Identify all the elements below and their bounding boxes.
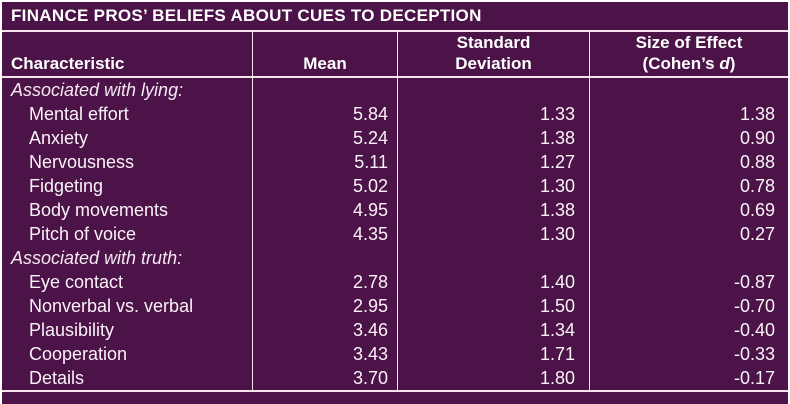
row-label: Fidgeting [2, 174, 253, 198]
effect-size-value: -0.17 [733, 368, 775, 388]
table-bottom-rule [2, 390, 788, 400]
column-header-characteristic: Characteristic [2, 32, 253, 78]
mean-value: 3.43 [253, 342, 398, 366]
table-title-bar: FINANCE PROS’ BELIEFS ABOUT CUES TO DECE… [2, 2, 788, 32]
effect-size-value: -0.33 [733, 344, 775, 364]
sd-value: 1.30 [398, 222, 590, 246]
effect-size-value: 0.27 [739, 224, 775, 244]
sd-value: 1.27 [398, 150, 590, 174]
row-label: Body movements [2, 198, 253, 222]
sd-value [398, 78, 590, 102]
sd-value: 1.50 [398, 294, 590, 318]
row-label: Plausibility [2, 318, 253, 342]
section-label: Associated with truth: [2, 246, 253, 270]
sd-value: 1.38 [398, 126, 590, 150]
row-label: Cooperation [2, 342, 253, 366]
sd-value: 1.40 [398, 270, 590, 294]
effect-size-value [590, 78, 788, 102]
mean-value: 5.11 [253, 150, 398, 174]
mean-value: 5.24 [253, 126, 398, 150]
row-label: Pitch of voice [2, 222, 253, 246]
mean-value: 2.95 [253, 294, 398, 318]
effect-size-value: 0.78 [739, 176, 775, 196]
mean-value: 2.78 [253, 270, 398, 294]
mean-value: 4.95 [253, 198, 398, 222]
column-header-size-of-effect: Size of Effect (Cohen’s d) [590, 32, 788, 78]
sd-value: 1.30 [398, 174, 590, 198]
table-grid: Characteristic Mean Standard Deviation S… [2, 32, 788, 400]
effect-size-value: -0.87 [733, 272, 775, 292]
mean-value: 4.35 [253, 222, 398, 246]
row-label: Details [2, 366, 253, 390]
mean-value [253, 246, 398, 270]
row-label: Anxiety [2, 126, 253, 150]
column-header-standard-deviation: Standard Deviation [398, 32, 590, 78]
row-label: Mental effort [2, 102, 253, 126]
sd-value: 1.71 [398, 342, 590, 366]
row-label: Nonverbal vs. verbal [2, 294, 253, 318]
sd-value: 1.80 [398, 366, 590, 390]
sd-value: 1.38 [398, 198, 590, 222]
effect-size-value: -0.40 [733, 320, 775, 340]
effect-size-value [590, 246, 788, 270]
effect-size-value: 1.38 [739, 104, 775, 124]
effect-size-value: -0.70 [733, 296, 775, 316]
mean-value: 3.70 [253, 366, 398, 390]
effect-size-value: 0.90 [739, 128, 775, 148]
table-title: FINANCE PROS’ BELIEFS ABOUT CUES TO DECE… [11, 6, 482, 25]
section-label: Associated with lying: [2, 78, 253, 102]
mean-value [253, 78, 398, 102]
column-header-mean: Mean [253, 32, 398, 78]
effect-size-value: 0.88 [739, 152, 775, 172]
sd-value: 1.33 [398, 102, 590, 126]
sd-value: 1.34 [398, 318, 590, 342]
sd-value [398, 246, 590, 270]
mean-value: 3.46 [253, 318, 398, 342]
row-label: Eye contact [2, 270, 253, 294]
effect-size-value: 0.69 [739, 200, 775, 220]
mean-value: 5.02 [253, 174, 398, 198]
mean-value: 5.84 [253, 102, 398, 126]
row-label: Nervousness [2, 150, 253, 174]
